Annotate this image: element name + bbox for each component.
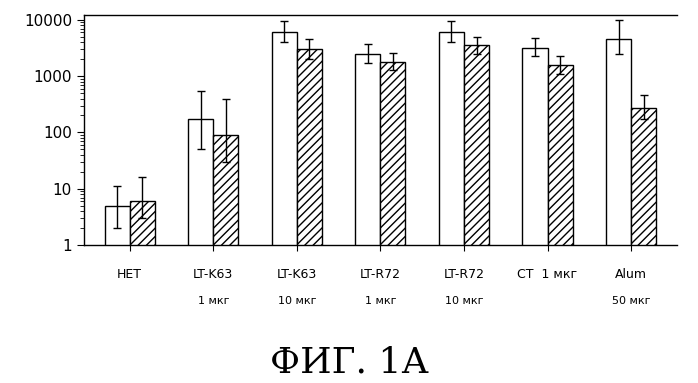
Bar xyxy=(380,62,406,383)
Text: LT-R72: LT-R72 xyxy=(443,268,484,281)
Text: LT-R72: LT-R72 xyxy=(360,268,401,281)
Bar xyxy=(130,201,155,383)
Bar xyxy=(547,65,572,383)
Text: LT-K63: LT-K63 xyxy=(193,268,233,281)
Bar xyxy=(214,135,238,383)
Bar xyxy=(355,54,380,383)
Bar xyxy=(272,32,297,383)
Text: 10 мкг: 10 мкг xyxy=(278,296,316,306)
Text: НЕТ: НЕТ xyxy=(117,268,142,281)
Bar xyxy=(188,119,214,383)
Bar xyxy=(606,39,631,383)
Text: 50 мкг: 50 мкг xyxy=(612,296,651,306)
Bar xyxy=(439,32,464,383)
Text: 10 мкг: 10 мкг xyxy=(445,296,483,306)
Text: ФИГ. 1А: ФИГ. 1А xyxy=(269,345,429,379)
Bar xyxy=(105,206,130,383)
Bar xyxy=(464,46,489,383)
Text: 1 мкг: 1 мкг xyxy=(364,296,396,306)
Bar xyxy=(523,47,547,383)
Text: LT-K63: LT-K63 xyxy=(276,268,317,281)
Bar xyxy=(297,49,322,383)
Text: 1 мкг: 1 мкг xyxy=(198,296,229,306)
Bar xyxy=(631,108,656,383)
Text: Alum: Alum xyxy=(615,268,647,281)
Text: CT  1 мкг: CT 1 мкг xyxy=(517,268,578,281)
